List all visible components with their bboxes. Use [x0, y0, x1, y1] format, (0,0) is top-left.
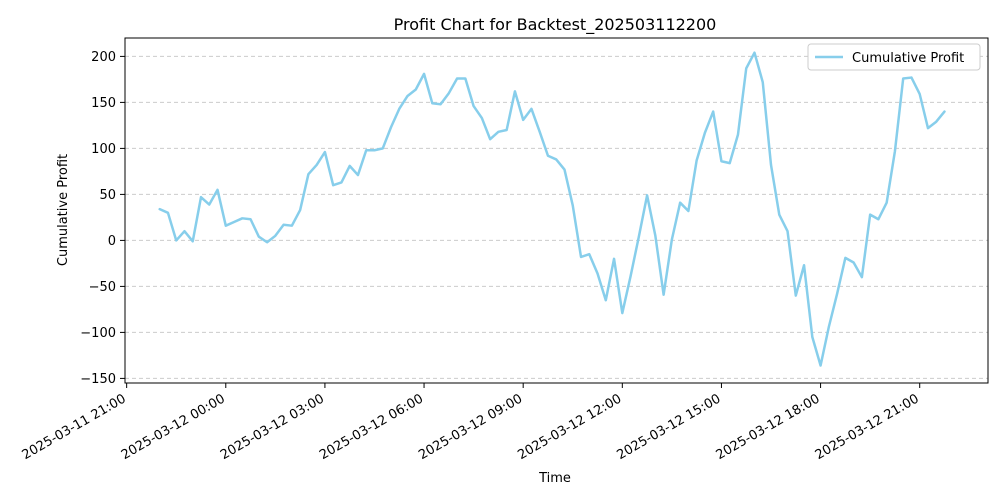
y-axis-label: Cumulative Profit	[56, 154, 71, 266]
x-tick-label: 2025-03-12 15:00	[614, 391, 723, 463]
x-axis-label: Time	[538, 471, 571, 486]
plot-frame	[124, 37, 989, 384]
x-tick-label: 2025-03-12 09:00	[416, 391, 525, 463]
series-layer	[158, 51, 946, 367]
x-tick-label: 2025-03-12 00:00	[119, 391, 228, 463]
legend-label: Cumulative Profit	[852, 51, 964, 66]
y-tick-label: −100	[80, 326, 116, 341]
x-tick-label: 2025-03-12 03:00	[218, 391, 327, 463]
y-tick-label: 100	[91, 142, 116, 157]
y-tick-label: 200	[91, 50, 116, 65]
legend: Cumulative Profit	[807, 43, 981, 71]
y-tick-label: 150	[91, 96, 116, 111]
x-tick-label: 2025-03-11 21:00	[20, 391, 129, 463]
y-tick-label: 50	[99, 188, 116, 203]
x-tick-label: 2025-03-12 18:00	[714, 391, 823, 463]
axes	[124, 37, 989, 384]
legend-box	[807, 43, 981, 71]
series-line-cumulative-profit	[158, 51, 946, 367]
grid-lines	[125, 55, 988, 379]
x-tick-label: 2025-03-12 12:00	[515, 391, 624, 463]
chart-title: Profit Chart for Backtest_202503112200	[394, 15, 717, 35]
y-axis-ticks: −150 −100 −50 0 50 100 150 200	[80, 50, 125, 387]
y-tick-label: 0	[108, 234, 116, 249]
y-tick-label: −50	[89, 280, 116, 295]
x-tick-label: 2025-03-12 21:00	[813, 391, 922, 463]
x-tick-label: 2025-03-12 06:00	[317, 391, 426, 463]
y-tick-label: −150	[80, 372, 116, 387]
